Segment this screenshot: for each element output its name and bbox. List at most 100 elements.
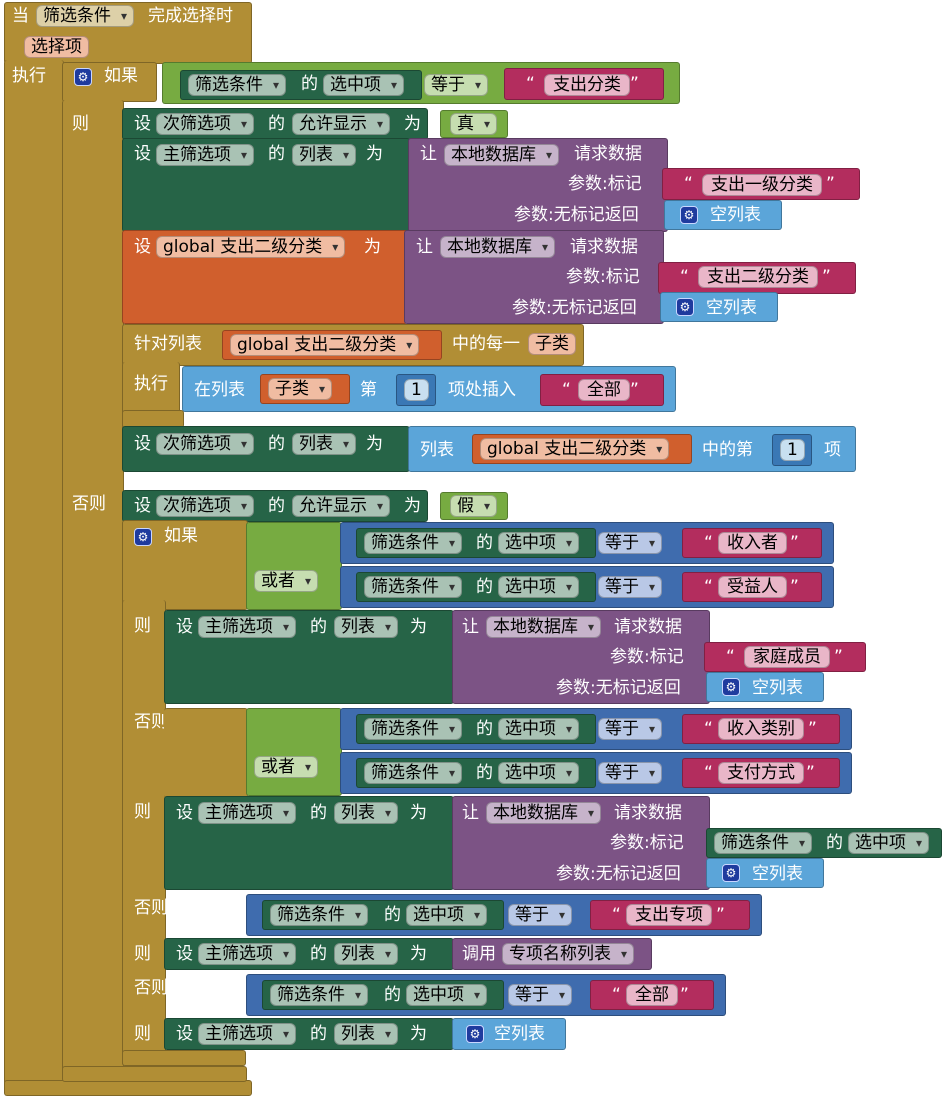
component-dropdown[interactable]: 主筛选项 — [198, 616, 296, 638]
property-dropdown[interactable]: 列表 — [334, 943, 398, 965]
to-label: 为 — [366, 434, 383, 454]
call-label: 让 — [462, 617, 479, 637]
or-operator-dropdown[interactable]: 或者 — [254, 570, 318, 592]
db-dropdown[interactable]: 本地数据库 — [444, 144, 559, 166]
global-var-dropdown[interactable]: global 支出二级分类 — [230, 334, 420, 356]
property-dropdown[interactable]: 选中项 — [406, 984, 487, 1006]
empty-list-label: 空列表 — [710, 205, 761, 225]
property-dropdown[interactable]: 列表 — [334, 1023, 398, 1045]
operator-dropdown[interactable]: 等于 — [598, 576, 662, 598]
component-dropdown[interactable]: 主筛选项 — [198, 1023, 296, 1045]
text-value[interactable]: 家庭成员 — [744, 646, 830, 668]
db-dropdown[interactable]: 本地数据库 — [486, 616, 601, 638]
property-dropdown[interactable]: 列表 — [292, 433, 356, 455]
of-label: 的 — [476, 719, 493, 739]
component-dropdown[interactable]: 主筛选项 — [198, 802, 296, 824]
gear-icon[interactable]: ⚙ — [680, 206, 698, 224]
or-operator-dropdown[interactable]: 或者 — [254, 756, 318, 778]
operator-dropdown[interactable]: 等于 — [598, 762, 662, 784]
property-dropdown[interactable]: 选中项 — [498, 532, 579, 554]
nomatch-label: 参数:无标记返回 — [556, 678, 681, 698]
number-value[interactable]: 1 — [780, 439, 805, 461]
text-value[interactable]: 支出二级分类 — [698, 266, 818, 288]
text-value[interactable]: 收入者 — [718, 532, 787, 554]
loop-var[interactable]: 子类 — [528, 333, 576, 355]
db-dropdown[interactable]: 本地数据库 — [486, 802, 601, 824]
property-dropdown[interactable]: 选中项 — [848, 832, 929, 854]
gear-icon[interactable]: ⚙ — [722, 864, 740, 882]
global-var-dropdown[interactable]: global 支出二级分类 — [480, 438, 670, 460]
text-value[interactable]: 支出分类 — [544, 74, 630, 96]
of-label: 的 — [310, 1024, 327, 1044]
to-label: 为 — [404, 114, 421, 134]
filter-dropdown[interactable]: 筛选条件 — [714, 832, 812, 854]
gear-icon[interactable]: ⚙ — [466, 1025, 484, 1043]
component-dropdown[interactable]: 次筛选项 — [156, 433, 254, 455]
or-block-1[interactable] — [246, 522, 342, 610]
insert-suffix-label: 项处插入 — [448, 380, 516, 400]
db-dropdown[interactable]: 本地数据库 — [440, 236, 555, 258]
text-value[interactable]: 全部 — [578, 379, 630, 401]
filter-dropdown[interactable]: 筛选条件 — [364, 762, 462, 784]
filter-dropdown[interactable]: 筛选条件 — [188, 74, 286, 96]
component-dropdown[interactable]: 次筛选项 — [156, 113, 254, 135]
text-value[interactable]: 收入类别 — [718, 718, 804, 740]
gear-icon[interactable]: ⚙ — [134, 528, 152, 546]
event-component-dropdown[interactable]: 筛选条件 — [36, 5, 134, 27]
procedure-dropdown[interactable]: 专项名称列表 — [502, 943, 634, 965]
text-value[interactable]: 支付方式 — [718, 762, 804, 784]
filter-dropdown[interactable]: 筛选条件 — [364, 718, 462, 740]
to-label: 为 — [364, 237, 381, 257]
gear-icon[interactable]: ⚙ — [722, 678, 740, 696]
operator-dropdown[interactable]: 等于 — [508, 984, 572, 1006]
number-value[interactable]: 1 — [404, 379, 429, 401]
property-dropdown[interactable]: 列表 — [334, 616, 398, 638]
gear-icon[interactable]: ⚙ — [74, 68, 92, 86]
operator-dropdown[interactable]: 等于 — [598, 718, 662, 740]
gear-icon[interactable]: ⚙ — [676, 298, 694, 316]
set-label: 设 — [176, 1024, 193, 1044]
property-dropdown[interactable]: 列表 — [292, 144, 356, 166]
quote-close: ” — [680, 985, 689, 1005]
loop-var-dropdown[interactable]: 子类 — [268, 378, 332, 400]
text-value[interactable]: 受益人 — [718, 576, 787, 598]
operator-dropdown[interactable]: 等于 — [424, 74, 488, 96]
property-dropdown[interactable]: 列表 — [334, 802, 398, 824]
event-footer — [4, 1080, 252, 1096]
text-value[interactable]: 全部 — [626, 984, 678, 1006]
operator-dropdown[interactable]: 等于 — [508, 904, 572, 926]
property-dropdown[interactable]: 允许显示 — [292, 495, 390, 517]
to-label: 为 — [366, 144, 383, 164]
event-name-label: 完成选择时 — [148, 6, 233, 26]
property-dropdown[interactable]: 选中项 — [406, 904, 487, 926]
operator-dropdown[interactable]: 等于 — [598, 532, 662, 554]
request-label: 请求数据 — [614, 803, 682, 823]
request-label: 请求数据 — [570, 237, 638, 257]
filter-dropdown[interactable]: 筛选条件 — [364, 532, 462, 554]
of-label: 的 — [826, 833, 843, 853]
property-dropdown[interactable]: 选中项 — [498, 762, 579, 784]
event-param[interactable]: 选择项 — [24, 36, 89, 58]
set-label: 设 — [134, 496, 151, 516]
boolean-dropdown[interactable]: 真 — [450, 113, 497, 135]
component-dropdown[interactable]: 主筛选项 — [198, 943, 296, 965]
or-block-2[interactable] — [246, 708, 342, 796]
of-label: 的 — [268, 144, 285, 164]
property-dropdown[interactable]: 选中项 — [323, 74, 404, 96]
empty-list-block[interactable] — [706, 672, 824, 702]
text-value[interactable]: 支出一级分类 — [702, 174, 822, 196]
property-dropdown[interactable]: 选中项 — [498, 576, 579, 598]
property-dropdown[interactable]: 选中项 — [498, 718, 579, 740]
global-var-dropdown[interactable]: global 支出二级分类 — [156, 236, 346, 258]
set-label: 设 — [134, 237, 151, 257]
quote-close: ” — [790, 577, 799, 597]
filter-dropdown[interactable]: 筛选条件 — [270, 984, 368, 1006]
component-dropdown[interactable]: 次筛选项 — [156, 495, 254, 517]
property-dropdown[interactable]: 允许显示 — [292, 113, 390, 135]
boolean-dropdown[interactable]: 假 — [450, 495, 497, 517]
filter-dropdown[interactable]: 筛选条件 — [364, 576, 462, 598]
tag-label: 参数:标记 — [610, 833, 684, 853]
component-dropdown[interactable]: 主筛选项 — [156, 144, 254, 166]
text-value[interactable]: 支出专项 — [626, 904, 712, 926]
filter-dropdown[interactable]: 筛选条件 — [270, 904, 368, 926]
